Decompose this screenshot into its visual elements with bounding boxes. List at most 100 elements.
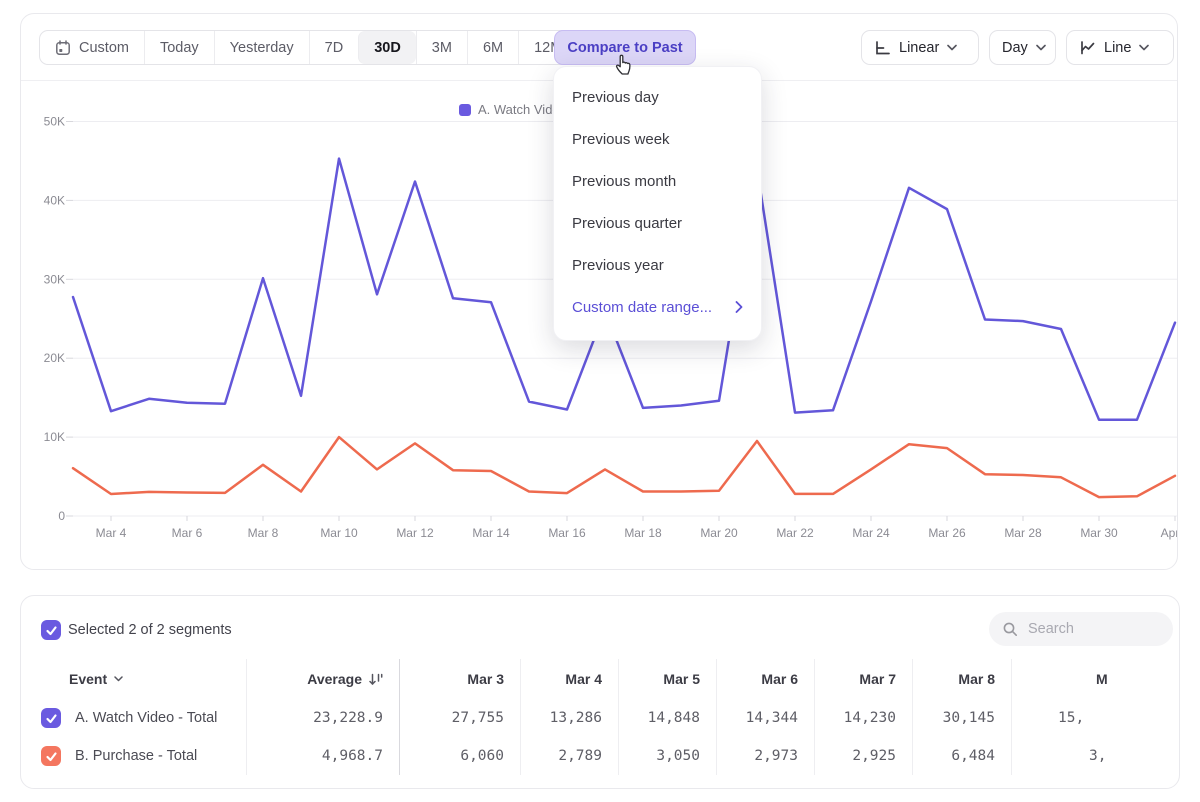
date-range-control[interactable]: CustomTodayYesterday7D30D3M6M12M	[39, 30, 578, 65]
value-cell: 2,973	[717, 737, 815, 775]
svg-text:Mar 22: Mar 22	[776, 526, 814, 540]
value-cell: 4,968.7	[247, 737, 400, 775]
svg-text:30K: 30K	[44, 272, 65, 286]
scale-select-label: Linear	[899, 40, 939, 56]
column-header-mar-4: Mar 4	[521, 659, 619, 699]
select-all-checkbox[interactable]	[41, 620, 61, 640]
range-label: 7D	[325, 40, 344, 56]
column-header-label: Mar 8	[958, 671, 995, 687]
column-header-label: Event	[69, 671, 107, 687]
column-header-label: Mar 7	[859, 671, 896, 687]
selection-summary: Selected 2 of 2 segments	[68, 622, 232, 638]
column-header-average[interactable]: Average	[247, 659, 400, 699]
column-header-label: Mar 4	[565, 671, 602, 687]
menu-item-previous-quarter[interactable]: Previous quarter	[554, 202, 761, 244]
svg-text:Mar 18: Mar 18	[624, 526, 662, 540]
menu-item-label: Custom date range...	[572, 299, 712, 316]
svg-text:Mar 10: Mar 10	[320, 526, 358, 540]
value-cell: 14,848	[619, 699, 717, 737]
linear-scale-icon	[874, 40, 891, 56]
segments-panel: Selected 2 of 2 segments Event Average Mar…	[20, 595, 1180, 789]
range-6m[interactable]: 6M	[467, 31, 518, 64]
range-custom[interactable]: Custom	[40, 31, 144, 64]
column-header-label: Mar 6	[761, 671, 798, 687]
menu-item-previous-year[interactable]: Previous year	[554, 244, 761, 286]
event-cell: A. Watch Video - Total	[21, 699, 247, 737]
search-input[interactable]	[1028, 621, 1158, 637]
value-cell: 3,050	[619, 737, 717, 775]
menu-item-label: Previous year	[572, 257, 664, 274]
menu-item-label: Previous day	[572, 89, 659, 106]
value-cell: 6,060	[400, 737, 521, 775]
scale-select[interactable]: Linear	[861, 30, 979, 65]
range-label: 6M	[483, 40, 503, 56]
column-header-label: Mar 3	[467, 671, 504, 687]
row-checkbox[interactable]	[41, 746, 61, 766]
svg-text:Mar 8: Mar 8	[248, 526, 279, 540]
granularity-select-label: Day	[1002, 40, 1028, 56]
menu-item-custom-date-range[interactable]: Custom date range...	[554, 286, 761, 328]
range-today[interactable]: Today	[144, 31, 214, 64]
chart-type-select[interactable]: Line	[1066, 30, 1174, 65]
svg-text:Mar 26: Mar 26	[928, 526, 966, 540]
event-cell: B. Purchase - Total	[21, 737, 247, 775]
range-label: Today	[160, 40, 199, 56]
chevron-right-icon	[735, 301, 743, 313]
menu-item-previous-week[interactable]: Previous week	[554, 118, 761, 160]
chevron-down-icon	[1036, 44, 1046, 51]
svg-text:50K: 50K	[44, 115, 65, 129]
svg-text:0: 0	[58, 509, 65, 523]
svg-text:Mar 24: Mar 24	[852, 526, 890, 540]
event-label: A. Watch Video - Total	[75, 710, 217, 726]
svg-text:Mar 4: Mar 4	[96, 526, 127, 540]
row-checkbox[interactable]	[41, 708, 61, 728]
segments-table: Event Average Mar 3 Mar 4 Mar 5 Mar 6 Mar 7 Mar…	[21, 659, 1180, 775]
analytics-page: CustomTodayYesterday7D30D3M6M12M Compare…	[0, 0, 1200, 802]
menu-item-previous-day[interactable]: Previous day	[554, 76, 761, 118]
value-cell: 27,755	[400, 699, 521, 737]
chevron-down-icon	[114, 676, 123, 682]
value-cell: 30,145	[913, 699, 1012, 737]
svg-text:Mar 30: Mar 30	[1080, 526, 1118, 540]
column-header-mar-7: Mar 7	[815, 659, 913, 699]
compare-menu: Previous day Previous week Previous month P…	[553, 66, 762, 341]
menu-item-label: Previous month	[572, 173, 676, 190]
range-yesterday[interactable]: Yesterday	[214, 31, 309, 64]
range-30d[interactable]: 30D	[358, 31, 416, 64]
range-3m[interactable]: 3M	[416, 31, 467, 64]
column-header-event[interactable]: Event	[21, 659, 247, 699]
value-cell: 6,484	[913, 737, 1012, 775]
column-header-label: Mar 5	[663, 671, 700, 687]
menu-item-label: Previous quarter	[572, 215, 682, 232]
column-header-label: M	[1096, 671, 1108, 687]
range-label: Custom	[79, 40, 129, 56]
svg-text:Mar 16: Mar 16	[548, 526, 586, 540]
range-label: 3M	[432, 40, 452, 56]
compare-to-past-button[interactable]: Compare to Past	[554, 30, 696, 65]
granularity-select[interactable]: Day	[989, 30, 1056, 65]
range-label: Yesterday	[230, 40, 294, 56]
range-7d[interactable]: 7D	[309, 31, 359, 64]
chart-legend: A. Watch Video	[459, 102, 567, 117]
table-header-row: Event Average Mar 3 Mar 4 Mar 5 Mar 6 Mar 7 Mar…	[21, 659, 1180, 699]
chart-type-select-label: Line	[1104, 40, 1131, 56]
table-row: A. Watch Video - Total23,228.927,75513,2…	[21, 699, 1180, 737]
column-header-label: Average	[307, 671, 362, 687]
table-row: B. Purchase - Total4,968.76,0602,7893,05…	[21, 737, 1180, 775]
svg-text:Mar 12: Mar 12	[396, 526, 434, 540]
value-cell: 14,230	[815, 699, 913, 737]
svg-text:Mar 14: Mar 14	[472, 526, 510, 540]
svg-text:Mar 20: Mar 20	[700, 526, 738, 540]
svg-text:Mar 28: Mar 28	[1004, 526, 1042, 540]
chevron-down-icon	[1139, 44, 1149, 51]
range-label: 30D	[374, 40, 401, 56]
value-cell: 13,286	[521, 699, 619, 737]
legend-swatch	[459, 104, 471, 116]
menu-item-label: Previous week	[572, 131, 670, 148]
column-header-mar-6: Mar 6	[717, 659, 815, 699]
search-box[interactable]	[989, 612, 1173, 646]
svg-text:Apr 1: Apr 1	[1161, 526, 1178, 540]
line-chart-icon	[1079, 40, 1096, 56]
search-icon	[1002, 621, 1019, 638]
menu-item-previous-month[interactable]: Previous month	[554, 160, 761, 202]
